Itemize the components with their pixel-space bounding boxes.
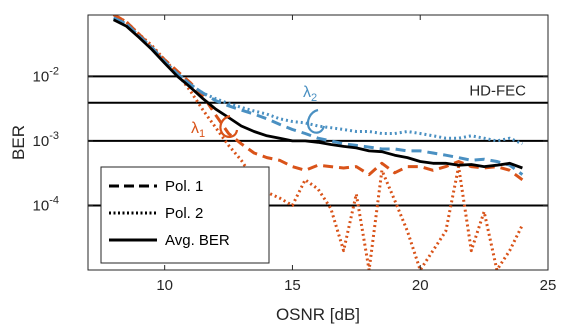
lambda1-loop [219, 114, 239, 138]
x-tick-label: 10 [156, 277, 173, 294]
plot-frame [87, 14, 549, 271]
annotations: λ1 λ2 [191, 84, 326, 140]
legend-entry-label: Avg. BER [165, 232, 230, 249]
y-tick-label: 10-4 [33, 194, 59, 214]
legend: Pol. 1 Pol. 2 Avg. BER [100, 166, 270, 264]
y-tick-label: 10-2 [33, 65, 59, 85]
lambda1-label: λ1 [191, 120, 205, 140]
series-line-avg-solid [112, 18, 523, 170]
lambda2-loop [306, 108, 326, 134]
series-line-lambda2-dashed [112, 16, 524, 176]
series-line-lambda2-dotted [112, 16, 524, 146]
x-tick-label: 20 [412, 277, 429, 294]
y-tick-label: 10-3 [33, 130, 59, 150]
legend-box [100, 166, 270, 264]
legend-entry-label: Pol. 1 [165, 178, 203, 195]
hd-fec-label: HD-FEC [469, 83, 526, 100]
lambda2-label: λ2 [303, 84, 317, 104]
series-group [112, 15, 524, 270]
reference-lines: HD-FEC [88, 75, 548, 207]
axes: 10 15 20 25 10-2 10-3 10-4 [33, 14, 557, 294]
x-tick-label: 25 [540, 277, 557, 294]
y-axis-label: BER [9, 125, 28, 160]
x-tick-label: 15 [284, 277, 301, 294]
x-axis-label: OSNR [dB] [276, 305, 360, 324]
legend-entry-label: Pol. 2 [165, 205, 203, 222]
